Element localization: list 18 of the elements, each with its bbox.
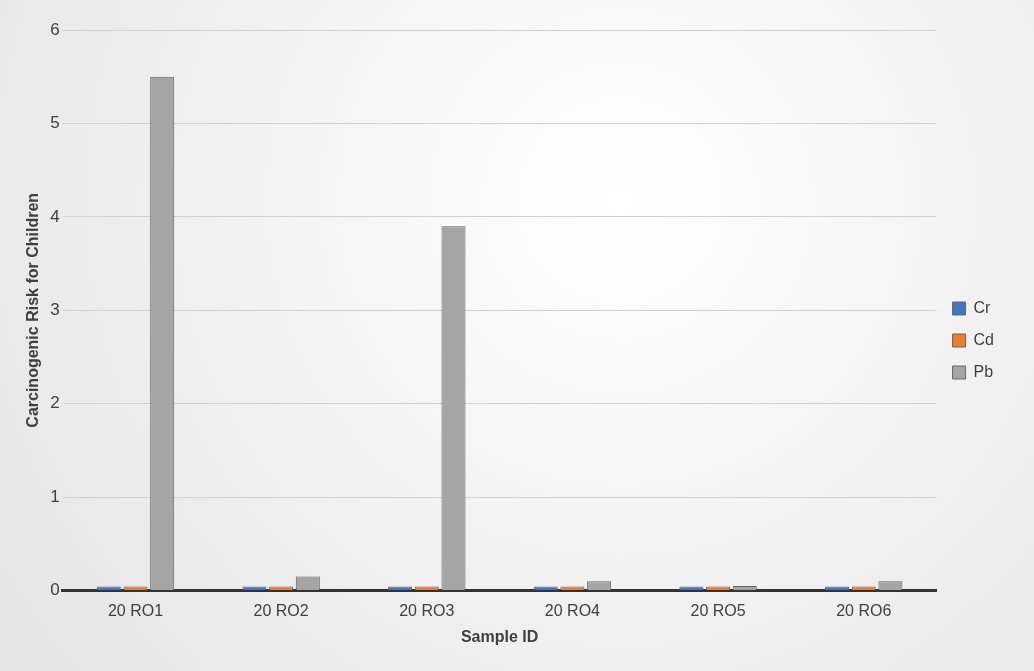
y-tick-label: 2 bbox=[50, 393, 60, 413]
x-tick-label: 20 RO1 bbox=[107, 601, 164, 619]
x-tick-label: 20 RO4 bbox=[544, 601, 601, 619]
y-tick-label: 5 bbox=[50, 113, 60, 133]
y-tick-label: 0 bbox=[50, 580, 60, 600]
x-tick-label: 20 RO2 bbox=[253, 601, 309, 619]
y-tick-label: 6 bbox=[50, 19, 60, 39]
x-tick-label: 20 RO5 bbox=[690, 601, 746, 619]
y-tick-label: 3 bbox=[50, 299, 60, 319]
x-tick-label: 20 RO6 bbox=[836, 601, 892, 619]
x-axis-title: Sample ID bbox=[460, 627, 539, 645]
y-axis-title: Carcinogenic Risk for Children bbox=[24, 192, 42, 428]
x-tick-label: 20 RO3 bbox=[399, 601, 455, 619]
legend-label: Pb bbox=[973, 362, 994, 380]
y-tick-label: 1 bbox=[50, 486, 60, 506]
legend-label: Cr bbox=[973, 298, 992, 316]
y-tick-label: 4 bbox=[50, 206, 60, 226]
legend-label: Cd bbox=[973, 330, 994, 348]
